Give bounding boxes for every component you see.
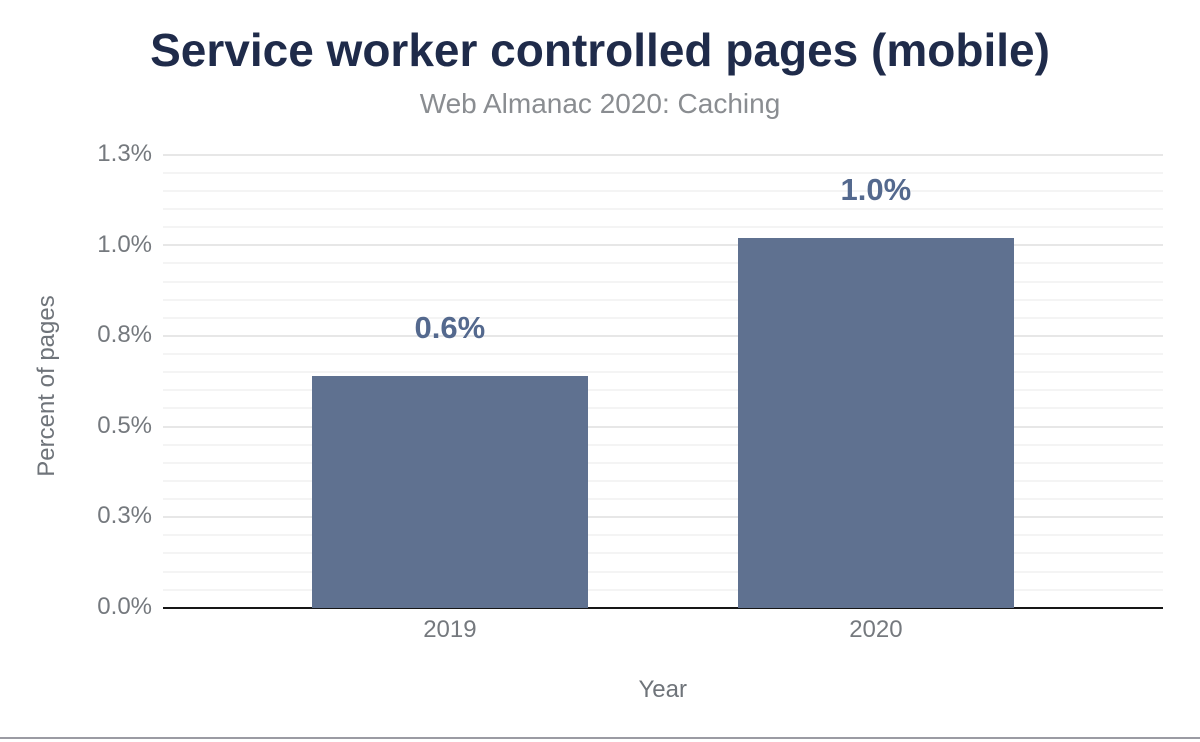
minor-gridline xyxy=(162,371,1163,374)
major-gridline xyxy=(162,425,1163,428)
x-axis-line xyxy=(162,606,1163,609)
y-tick-label: 1.3% xyxy=(97,140,152,168)
minor-gridline xyxy=(162,189,1163,192)
bar-value-label: 0.6% xyxy=(414,309,486,345)
y-tick-label: 0.5% xyxy=(97,411,152,439)
chart-subtitle: Web Almanac 2020: Caching xyxy=(419,87,781,119)
minor-gridline xyxy=(162,479,1163,482)
major-gridline xyxy=(162,334,1163,337)
y-tick-label: 0.3% xyxy=(97,502,152,530)
minor-gridline xyxy=(162,280,1163,283)
bar-value-label: 1.0% xyxy=(840,171,912,207)
minor-gridline xyxy=(162,171,1163,174)
minor-gridline xyxy=(162,316,1163,319)
x-axis-title: Year xyxy=(638,675,687,703)
minor-gridline xyxy=(162,443,1163,446)
minor-gridline xyxy=(162,407,1163,410)
y-tick-label: 0.8% xyxy=(97,321,152,349)
minor-gridline xyxy=(162,534,1163,537)
bar-2019[interactable] xyxy=(312,375,588,608)
figure-bottom-border xyxy=(0,737,1200,739)
y-tick-label: 1.0% xyxy=(97,230,152,258)
major-gridline xyxy=(162,516,1163,519)
minor-gridline xyxy=(162,389,1163,392)
minor-gridline xyxy=(162,570,1163,573)
minor-gridline xyxy=(162,298,1163,301)
minor-gridline xyxy=(162,552,1163,555)
x-tick-label: 2020 xyxy=(849,616,903,644)
minor-gridline xyxy=(162,208,1163,211)
y-tick-label: 0.0% xyxy=(97,593,152,621)
chart-title: Service worker controlled pages (mobile) xyxy=(150,24,1050,77)
major-gridline xyxy=(162,153,1163,156)
major-gridline xyxy=(162,244,1163,247)
minor-gridline xyxy=(162,226,1163,229)
minor-gridline xyxy=(162,498,1163,501)
minor-gridline xyxy=(162,353,1163,356)
minor-gridline xyxy=(162,588,1163,591)
bar-2020[interactable] xyxy=(738,238,1014,608)
minor-gridline xyxy=(162,461,1163,464)
x-tick-label: 2019 xyxy=(423,616,477,644)
y-axis-title: Percent of pages xyxy=(33,294,61,477)
minor-gridline xyxy=(162,262,1163,265)
